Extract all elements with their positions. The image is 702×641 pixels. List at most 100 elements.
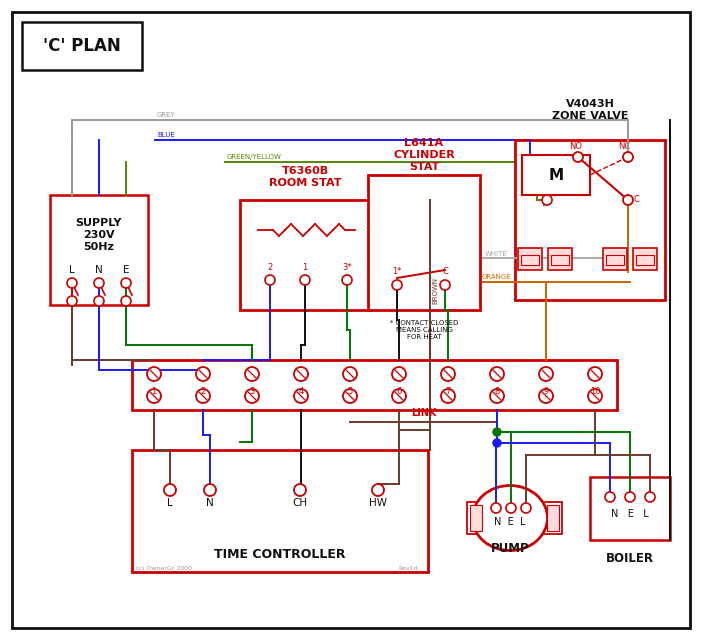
Text: T6360B
ROOM STAT: T6360B ROOM STAT [269,166,341,188]
Bar [522,155,590,195]
Bar [50,195,148,305]
Text: * CONTACT CLOSED
MEANS CALLING
FOR HEAT: * CONTACT CLOSED MEANS CALLING FOR HEAT [390,320,458,340]
Bar [467,502,485,534]
Bar [368,175,480,310]
Text: CH: CH [293,498,307,508]
Circle shape [94,278,104,288]
Circle shape [121,278,131,288]
Circle shape [294,484,306,496]
Circle shape [67,278,77,288]
Text: WHITE: WHITE [485,251,508,257]
Text: NO: NO [569,142,583,151]
Circle shape [196,367,210,381]
Text: ORANGE: ORANGE [482,274,512,280]
Bar [590,477,670,540]
Bar [547,505,559,531]
Text: L641A
CYLINDER
STAT: L641A CYLINDER STAT [393,138,455,172]
Text: N   E   L: N E L [611,509,649,519]
Text: 8: 8 [494,388,500,397]
Bar [544,502,562,534]
Text: N: N [95,265,103,275]
Text: L: L [69,265,75,275]
Bar [606,255,624,265]
Text: GREEN/YELLOW: GREEN/YELLOW [227,154,282,160]
Circle shape [440,280,450,290]
Circle shape [441,367,455,381]
Circle shape [147,389,161,403]
Text: E: E [123,265,129,275]
Text: (c) OwnerGr 2000: (c) OwnerGr 2000 [136,566,192,571]
Bar [603,248,627,270]
Text: 9: 9 [543,388,549,397]
Circle shape [121,296,131,306]
Bar [515,140,665,300]
Text: 4: 4 [298,388,304,397]
Circle shape [573,152,583,162]
Circle shape [542,195,552,205]
Circle shape [372,484,384,496]
Text: N: N [206,498,214,508]
Circle shape [625,492,635,502]
Circle shape [539,367,553,381]
Text: 1*: 1* [392,267,402,276]
Circle shape [645,492,655,502]
Text: 'C' PLAN: 'C' PLAN [43,37,121,55]
Circle shape [343,389,357,403]
Circle shape [506,503,516,513]
Text: SUPPLY
230V
50Hz: SUPPLY 230V 50Hz [76,219,122,252]
Text: PUMP: PUMP [491,542,529,554]
Text: N  E  L: N E L [494,517,526,527]
Circle shape [265,275,275,285]
Text: 2: 2 [200,388,206,397]
Circle shape [164,484,176,496]
Circle shape [392,367,406,381]
Circle shape [588,389,602,403]
Circle shape [196,389,210,403]
Circle shape [147,367,161,381]
Text: BOILER: BOILER [606,551,654,565]
Circle shape [623,152,633,162]
Circle shape [392,389,406,403]
Circle shape [441,389,455,403]
Text: V4043H
ZONE VALVE: V4043H ZONE VALVE [552,99,628,121]
Circle shape [605,492,615,502]
Text: 3*: 3* [342,263,352,272]
Circle shape [490,367,504,381]
Circle shape [623,195,633,205]
Circle shape [300,275,310,285]
Circle shape [204,484,216,496]
Bar [548,248,572,270]
Circle shape [392,280,402,290]
Text: 1: 1 [303,263,307,272]
Circle shape [342,275,352,285]
Text: 6: 6 [397,388,402,397]
Bar [633,248,657,270]
Text: 1: 1 [152,388,157,397]
Text: 7: 7 [445,388,451,397]
Bar [22,22,142,70]
Bar [470,505,482,531]
Text: C: C [634,196,640,204]
Circle shape [490,389,504,403]
Bar [132,360,617,410]
Text: L: L [167,498,173,508]
Circle shape [245,367,259,381]
Text: 10: 10 [590,388,600,397]
Text: 2: 2 [267,263,272,272]
Circle shape [493,428,501,436]
Circle shape [245,389,259,403]
Bar [636,255,654,265]
Bar [551,255,569,265]
Circle shape [491,503,501,513]
Circle shape [94,296,104,306]
Bar [521,255,539,265]
Text: C: C [442,267,448,276]
Circle shape [294,389,308,403]
Text: NC: NC [618,142,630,151]
Circle shape [67,296,77,306]
Text: Rev1d: Rev1d [398,566,418,571]
Circle shape [521,503,531,513]
Circle shape [493,439,501,447]
Text: HW: HW [369,498,387,508]
Circle shape [539,389,553,403]
